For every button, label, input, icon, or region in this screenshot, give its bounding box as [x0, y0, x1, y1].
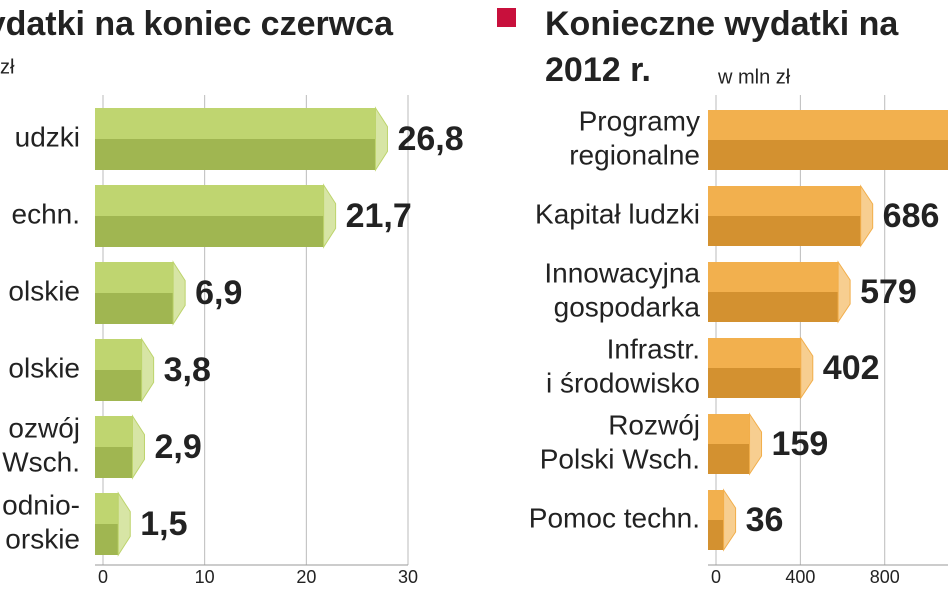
x-tick-label: 400 [785, 567, 815, 587]
value-label: 36 [746, 501, 784, 539]
x-tick-label: 30 [398, 567, 418, 587]
bar-top-face [95, 185, 324, 216]
bar-cap [723, 488, 737, 552]
bar-group [95, 183, 337, 249]
bar-top-face [708, 338, 801, 368]
bar-group [95, 260, 186, 326]
unit-label: zł [0, 56, 15, 78]
bar-top-face [708, 186, 861, 216]
bar-group [95, 337, 155, 403]
bar-group [708, 184, 874, 248]
value-label: 26,8 [397, 120, 463, 158]
bar-top-face [95, 108, 376, 139]
value-label: 21,7 [346, 197, 412, 235]
bar-group [95, 491, 131, 557]
value-label: 6,9 [195, 274, 242, 312]
bar-group [708, 412, 763, 476]
bar-group [95, 414, 145, 480]
category-label: olskie [8, 352, 80, 383]
bar-cap [323, 183, 337, 249]
chart-title: Konieczne wydatki na [545, 5, 899, 43]
category-label: regionalne [569, 139, 700, 170]
bar-top-face [95, 262, 174, 293]
bar-top-face [708, 262, 839, 292]
category-label: Pomoc techn. [529, 502, 700, 533]
category-label: orskie [5, 523, 80, 554]
category-label: echn. [12, 198, 81, 229]
bar-top-face [95, 493, 119, 524]
bar-group [708, 260, 851, 324]
x-tick-label: 20 [296, 567, 316, 587]
bar-group [708, 336, 814, 400]
category-label: olskie [8, 275, 80, 306]
category-label: i środowisko [546, 367, 700, 398]
x-tick-label: 0 [711, 567, 721, 587]
value-label: 402 [823, 349, 880, 387]
bar-group [708, 488, 737, 552]
x-tick-label: 800 [870, 567, 900, 587]
category-label: Programy [579, 105, 700, 136]
bar-cap [117, 491, 131, 557]
category-label: Kapitał ludzki [535, 198, 700, 229]
category-label: gospodarka [554, 291, 701, 322]
chart-title: ydatki na koniec czerwca [0, 5, 394, 43]
value-label: 2,9 [154, 428, 201, 466]
bar-cap [131, 414, 145, 480]
category-label: Rozwój [608, 409, 700, 440]
bar-cap [860, 184, 874, 248]
bar-cap [374, 106, 388, 172]
bar-cap [837, 260, 851, 324]
category-label: Polski Wsch. [540, 443, 700, 474]
x-tick-label: 0 [98, 567, 108, 587]
x-tick-label: 10 [195, 567, 215, 587]
bar-top-face [708, 490, 724, 520]
bar-cap [172, 260, 186, 326]
bar-top-face [95, 339, 142, 370]
value-label: 3,8 [164, 351, 211, 389]
bar-cap [800, 336, 814, 400]
bar-top-face [708, 414, 750, 444]
chart-subtitle: 2012 r. [545, 51, 651, 89]
title-marker [497, 8, 516, 27]
category-label: Innowacyjna [544, 257, 700, 288]
category-label: Wsch. [2, 446, 80, 477]
bar-group [95, 106, 388, 172]
bar-top-face [95, 416, 133, 447]
value-label: 1,5 [140, 505, 187, 543]
value-label: 686 [883, 197, 940, 235]
bar-group [708, 110, 948, 170]
category-label: ozwój [8, 412, 80, 443]
bar-cap [141, 337, 155, 403]
value-label: 579 [860, 273, 917, 311]
bar-top-face [708, 110, 948, 140]
category-label: Infrastr. [607, 333, 700, 364]
category-label: udzki [15, 121, 80, 152]
unit-label: w mln zł [717, 66, 791, 88]
category-label: odnio- [2, 489, 80, 520]
value-label: 159 [772, 425, 829, 463]
bar-cap [749, 412, 763, 476]
